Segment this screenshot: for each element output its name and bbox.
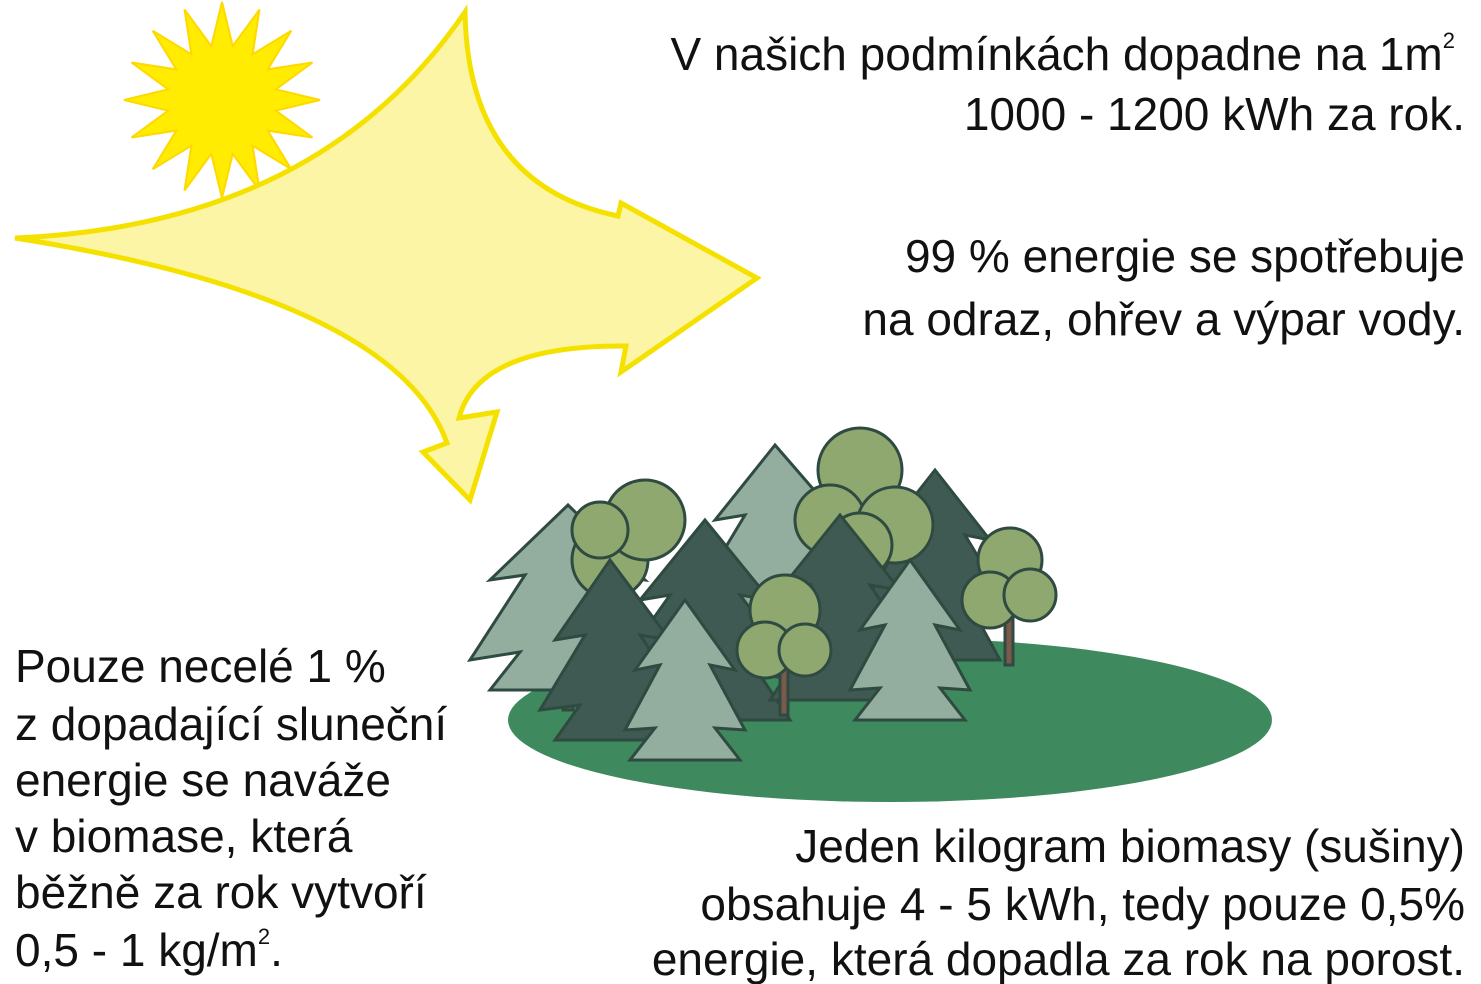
diagram: V našich podmínkách dopadne na 1m2 1000 … [0, 0, 1481, 984]
left-text-line: v biomase, která [15, 810, 353, 862]
bottom-text-line: obsahuje 4 - 5 kWh, tedy pouze 0,5% [700, 878, 1465, 930]
bottom-text-line: energie, která dopadla za rok na porost. [652, 933, 1465, 984]
bottom-text-line: Jeden kilogram biomasy (sušiny) [795, 820, 1465, 872]
left-text-line: energie se naváže [15, 754, 391, 806]
superscript: 2 [1443, 28, 1455, 53]
page: V našich podmínkách dopadne na 1m2 1000 … [0, 0, 1481, 984]
middle-text-line: na odraz, ohřev a výpar vody. [862, 293, 1465, 345]
left-text-line: běžně za rok vytvoří [15, 866, 427, 918]
left-text-line: z dopadající sluneční [15, 698, 447, 750]
top-text-line: 1000 - 1200 kWh za rok. [964, 88, 1465, 140]
middle-text-line: 99 % energie se spotřebuje [905, 230, 1465, 282]
top-text-line: V našich podmínkách dopadne na 1m2 [670, 28, 1455, 80]
superscript: 2 [258, 924, 270, 949]
light-arrow [15, 12, 757, 500]
text-part: 0,5 - 1 kg/m [15, 924, 258, 976]
left-text-line: 0,5 - 1 kg/m2. [15, 924, 283, 976]
text-part: V našich podmínkách dopadne na 1m [670, 28, 1442, 80]
text-part: . [270, 924, 283, 976]
left-text-line: Pouze necelé 1 % [15, 640, 386, 692]
